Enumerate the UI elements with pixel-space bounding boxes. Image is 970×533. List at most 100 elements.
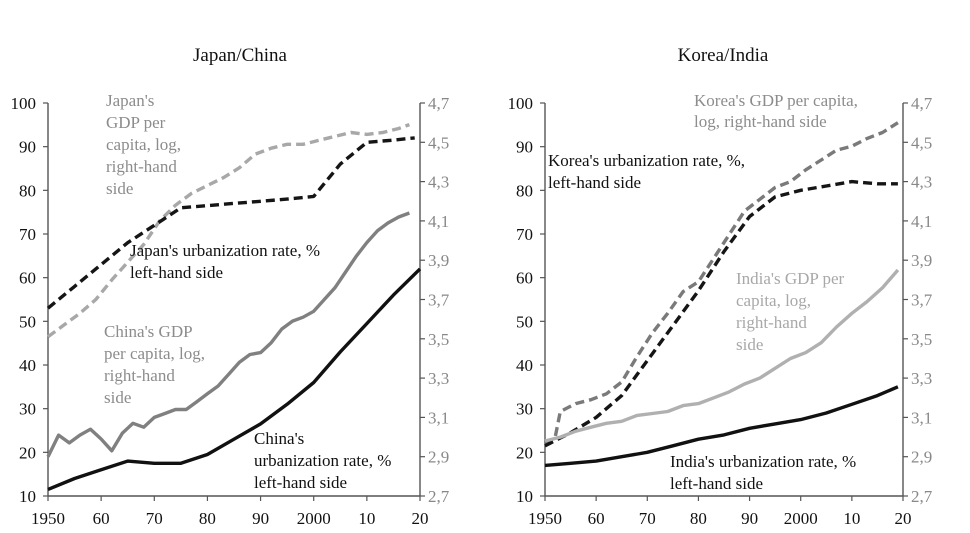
series-annotation: China's urbanization rate, % left-hand sid… <box>254 429 391 492</box>
x-tick-label: 90 <box>741 509 758 528</box>
right-tick-label: 2,9 <box>428 448 449 467</box>
x-tick-label: 10 <box>358 509 375 528</box>
annotation-line: right-hand <box>106 157 177 176</box>
annotation-line: side <box>736 335 763 354</box>
left-tick-label: 30 <box>516 400 533 419</box>
left-tick-label: 20 <box>516 443 533 462</box>
right-tick-label: 4,1 <box>911 212 932 231</box>
left-tick-label: 30 <box>19 400 36 419</box>
annotation-line: capita, log, <box>106 135 181 154</box>
left-tick-label: 20 <box>19 443 36 462</box>
chart-title: Korea/India <box>678 45 769 66</box>
right-tick-label: 4,1 <box>428 212 449 231</box>
left-tick-label: 100 <box>11 94 37 113</box>
annotation-line: left-hand side <box>548 173 641 192</box>
annotation-line: China's GDP <box>104 322 193 341</box>
x-tick-label: 20 <box>412 509 429 528</box>
right-tick-label: 4,7 <box>911 94 933 113</box>
right-tick-label: 4,5 <box>911 133 932 152</box>
annotation-line: Korea's urbanization rate, %, <box>548 151 745 170</box>
annotation-line: left-hand side <box>670 474 763 493</box>
right-tick-label: 2,7 <box>428 487 450 506</box>
series-annotation: China's GDP per capita, log, right-hand sid… <box>104 322 205 407</box>
right-tick-label: 3,1 <box>428 408 449 427</box>
annotation-line: side <box>104 388 131 407</box>
series-line-japan-s-urbanization-rate: Japan's urbanization rate, % <box>46 136 415 310</box>
annotation-line: side <box>106 179 133 198</box>
left-tick-label: 70 <box>516 225 533 244</box>
chart-title: Japan/China <box>193 45 287 66</box>
right-tick-label: 3,7 <box>428 291 450 310</box>
x-tick-label: 70 <box>146 509 163 528</box>
left-tick-label: 40 <box>516 356 533 375</box>
left-tick-label: 10 <box>19 487 36 506</box>
annotation-line: right-hand <box>104 366 175 385</box>
right-tick-label: 3,5 <box>911 330 932 349</box>
annotation-line: log, right-hand side <box>694 112 827 131</box>
left-tick-label: 90 <box>19 138 36 157</box>
x-tick-label: 80 <box>690 509 707 528</box>
left-tick-label: 40 <box>19 356 36 375</box>
x-tick-label: 2000 <box>784 509 818 528</box>
series-annotation: Japan's urbanization rate, % left-hand si… <box>130 241 320 282</box>
right-tick-label: 4,5 <box>428 133 449 152</box>
annotation-line: urbanization rate, % <box>254 451 391 470</box>
x-tick-label: 80 <box>199 509 216 528</box>
chart-panel-korea-india: Korea/India 10 20 30 40 50 60 70 80 90 100 2,7 2,9 3,… <box>508 45 933 528</box>
annotation-line: Korea's GDP per capita, <box>694 91 858 110</box>
annotation-line: GDP per <box>106 113 166 132</box>
x-tick-label: 90 <box>252 509 269 528</box>
annotation-line: India's urbanization rate, % <box>670 452 856 471</box>
left-tick-label: 50 <box>19 312 36 331</box>
chart-panel-japan-china: Japan/China 10 20 30 40 50 60 70 80 90 100 2,7 2,9 3,… <box>11 45 450 528</box>
left-tick-label: 10 <box>516 487 533 506</box>
annotation-line: right-hand <box>736 313 807 332</box>
annotation-line: Japan's urbanization rate, % <box>130 241 320 260</box>
x-tick-label: 1950 <box>31 509 65 528</box>
x-tick-label: 60 <box>93 509 110 528</box>
series-line-india-s-gdp-per-capita-log: India's GDP per capita, log <box>544 268 900 443</box>
series-annotation: India's urbanization rate, % left-hand si… <box>670 452 856 493</box>
left-tick-label: 90 <box>516 138 533 157</box>
x-tick-label: 70 <box>639 509 656 528</box>
left-tick-label: 50 <box>516 312 533 331</box>
annotation-line: left-hand side <box>254 473 347 492</box>
right-tick-label: 3,3 <box>428 369 449 388</box>
series-annotation: Korea's GDP per capita, log, right-hand s… <box>694 91 858 131</box>
series-annotation: Japan's GDP per capita, log, right-hand side <box>106 91 181 198</box>
annotation-line: per capita, log, <box>104 344 205 363</box>
series-line-india-s-urbanization-rate: India's urbanization rate, % <box>544 385 899 468</box>
right-tick-label: 2,7 <box>911 487 933 506</box>
series-line-korea-s-gdp-per-capita-log: Korea's GDP per capita, log <box>543 121 899 447</box>
annotation-line: Japan's <box>106 91 154 110</box>
x-tick-label: 20 <box>895 509 912 528</box>
left-tick-label: 60 <box>19 269 36 288</box>
annotation-line: China's <box>254 429 304 448</box>
series-line-china-s-gdp-per-capita-log: China's GDP per capita, log <box>46 211 410 458</box>
right-tick-label: 3,3 <box>911 369 932 388</box>
x-tick-label: 60 <box>588 509 605 528</box>
right-tick-label: 3,7 <box>911 291 933 310</box>
series-line-japan-s-gdp-per-capita-log: Japan's GDP per capita, log <box>46 123 410 339</box>
right-tick-label: 3,9 <box>428 251 449 270</box>
right-tick-label: 4,3 <box>911 173 932 192</box>
series-annotation: India's GDP per capita, log, right-hand sid… <box>736 269 845 354</box>
annotation-line: India's GDP per <box>736 269 845 288</box>
right-tick-label: 3,9 <box>911 251 932 270</box>
series-line-korea-s-urbanization-rate: Korea's urbanization rate, % <box>544 179 898 448</box>
left-tick-label: 80 <box>516 181 533 200</box>
right-tick-label: 3,1 <box>911 408 932 427</box>
right-tick-label: 4,7 <box>428 94 450 113</box>
left-tick-label: 60 <box>516 269 533 288</box>
series-annotation: Korea's urbanization rate, %, left-hand s… <box>548 151 745 192</box>
left-tick-label: 80 <box>19 181 36 200</box>
annotation-line: capita, log, <box>736 291 811 310</box>
right-tick-label: 2,9 <box>911 448 932 467</box>
annotation-line: left-hand side <box>130 263 223 282</box>
series-line-china-s-urbanization-rate: China's urbanization rate, % <box>47 267 422 491</box>
left-tick-label: 100 <box>508 94 534 113</box>
right-tick-label: 4,3 <box>428 173 449 192</box>
right-tick-label: 3,5 <box>428 330 449 349</box>
x-tick-label: 2000 <box>297 509 331 528</box>
